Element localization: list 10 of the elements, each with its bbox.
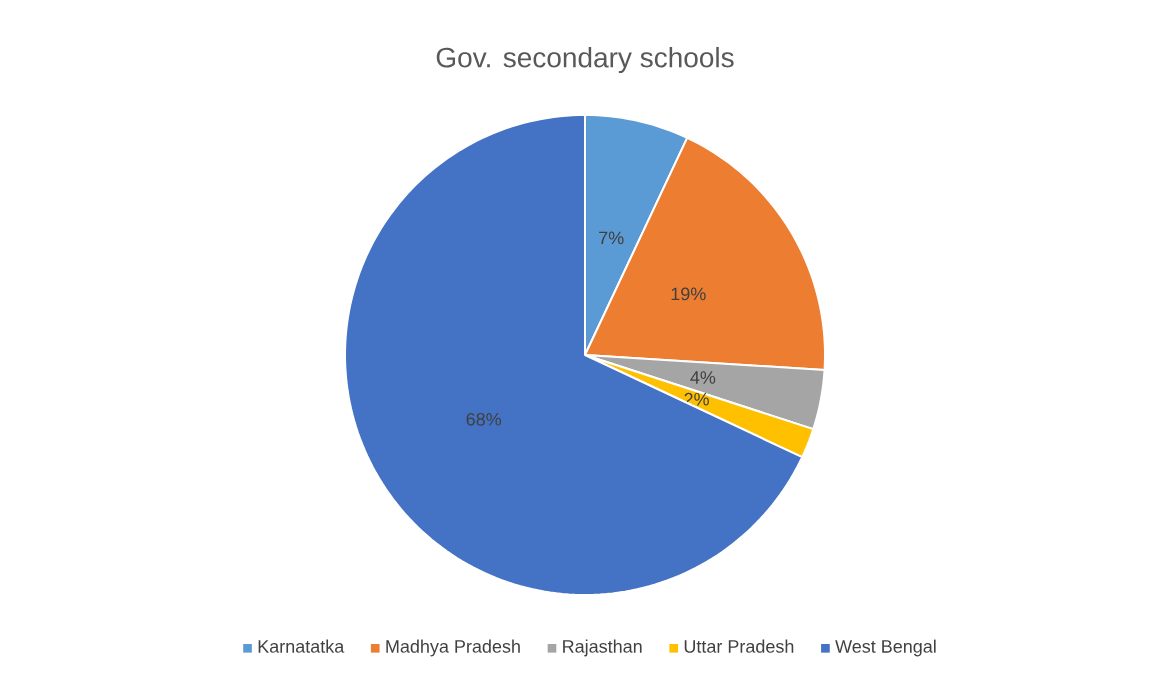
data-label: 19% xyxy=(671,287,706,301)
data-label: 7% xyxy=(599,231,624,245)
data-label: 4% xyxy=(690,371,716,384)
legend-label: Uttar Pradesh xyxy=(684,639,794,653)
data-label: 68% xyxy=(466,412,502,426)
chart-title: Gov. secondary schools xyxy=(436,46,734,74)
legend-label: Karnatatka xyxy=(258,639,345,653)
legend-label: Rajasthan xyxy=(563,639,642,657)
legend-label: West Bengal xyxy=(835,639,936,657)
legend-label: Madhya Pradesh xyxy=(386,639,520,657)
